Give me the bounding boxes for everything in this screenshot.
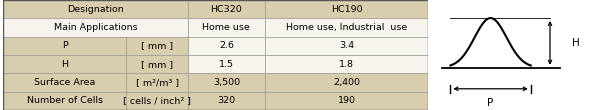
Bar xyxy=(126,37,188,55)
Text: H: H xyxy=(572,38,580,48)
Text: 320: 320 xyxy=(217,96,236,105)
Bar xyxy=(3,73,126,92)
Text: Surface Area: Surface Area xyxy=(34,78,95,87)
Text: P: P xyxy=(487,98,494,107)
Text: 2,400: 2,400 xyxy=(333,78,360,87)
Bar xyxy=(265,73,428,92)
Text: H: H xyxy=(61,60,68,69)
Text: 3,500: 3,500 xyxy=(213,78,240,87)
Bar xyxy=(188,55,265,73)
Bar xyxy=(126,92,188,110)
Bar xyxy=(126,73,188,92)
Bar xyxy=(3,92,126,110)
Text: 2.6: 2.6 xyxy=(219,41,234,50)
Bar xyxy=(265,92,428,110)
Text: Designation: Designation xyxy=(67,5,124,14)
Text: 190: 190 xyxy=(337,96,355,105)
Bar xyxy=(3,18,188,37)
Bar xyxy=(188,0,265,18)
Text: HC190: HC190 xyxy=(331,5,362,14)
Text: [ m²/m³ ]: [ m²/m³ ] xyxy=(136,78,178,87)
Bar xyxy=(3,55,126,73)
Bar xyxy=(3,0,188,18)
Bar xyxy=(265,0,428,18)
Text: [ mm ]: [ mm ] xyxy=(141,60,173,69)
Bar xyxy=(188,37,265,55)
Text: HC320: HC320 xyxy=(211,5,242,14)
Text: Home use: Home use xyxy=(202,23,250,32)
Bar xyxy=(3,37,126,55)
Bar xyxy=(188,18,265,37)
Text: [ mm ]: [ mm ] xyxy=(141,41,173,50)
Bar xyxy=(265,55,428,73)
Text: Home use, Industrial  use: Home use, Industrial use xyxy=(286,23,407,32)
Text: P: P xyxy=(62,41,68,50)
Text: 3.4: 3.4 xyxy=(339,41,354,50)
Bar xyxy=(188,73,265,92)
Text: [ cells / inch² ]: [ cells / inch² ] xyxy=(123,96,191,105)
Bar xyxy=(188,92,265,110)
Text: Number of Cells: Number of Cells xyxy=(27,96,103,105)
Text: 1.8: 1.8 xyxy=(339,60,354,69)
Text: Main Applications: Main Applications xyxy=(54,23,137,32)
Bar xyxy=(265,37,428,55)
Bar xyxy=(126,55,188,73)
Text: 1.5: 1.5 xyxy=(219,60,234,69)
Bar xyxy=(265,18,428,37)
